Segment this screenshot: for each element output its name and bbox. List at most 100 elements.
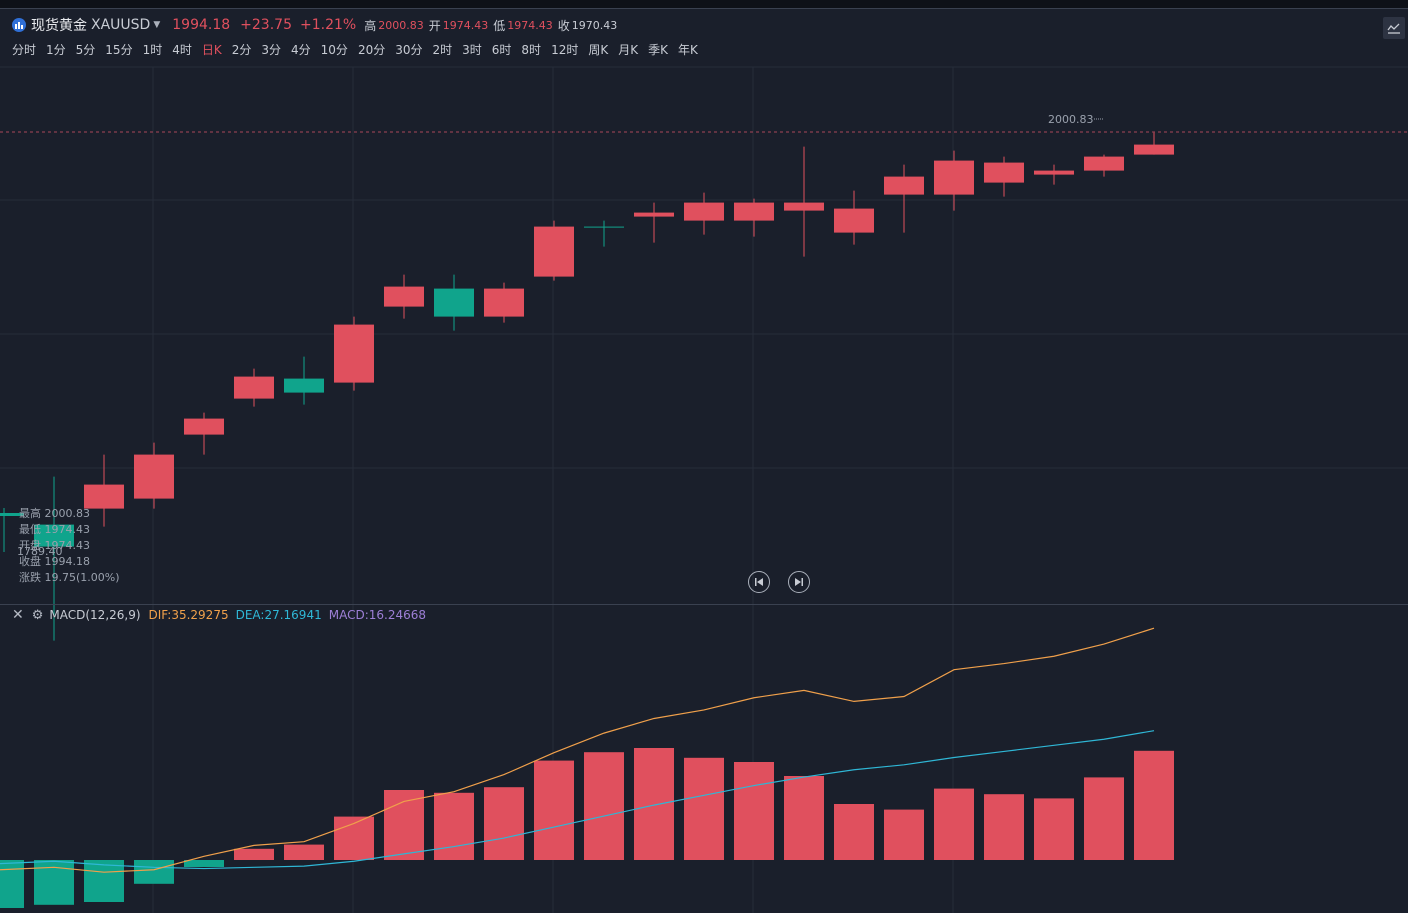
macd-hist-bar [834, 804, 874, 860]
macd-hist-bar [184, 860, 224, 867]
candle-body [234, 376, 274, 399]
close-value: 1970.43 [571, 18, 618, 32]
period-tab[interactable]: 4分 [291, 43, 311, 57]
candle-body [784, 202, 824, 211]
period-tab[interactable]: 3时 [462, 43, 482, 57]
indicator-icon [1387, 23, 1400, 34]
period-tab[interactable]: 2时 [432, 43, 453, 57]
macd-hist-bar [434, 792, 474, 860]
macd-hist-bar [784, 776, 824, 860]
candle-body [1084, 156, 1124, 171]
period-tab[interactable]: 1分 [46, 43, 66, 57]
candle-body [1134, 144, 1174, 155]
period-tab[interactable]: 4时 [172, 43, 192, 57]
candle-body [34, 524, 74, 547]
macd-name: MACD(12,26,9) [49, 608, 141, 622]
period-tab[interactable]: 月K [618, 43, 639, 57]
macd-value: MACD:16.24668 [328, 608, 426, 622]
macd-hist-bar [1084, 777, 1124, 860]
period-tab[interactable]: 年K [677, 43, 698, 57]
gear-icon[interactable]: ⚙ [31, 607, 44, 623]
left-price-label: 1789.40 [17, 545, 63, 558]
dif-line [0, 627, 1155, 873]
skip-back-button[interactable] [748, 571, 770, 593]
candle-body [1034, 170, 1074, 175]
macd-hist-bar [234, 848, 274, 860]
macd-hist-bar [0, 860, 24, 908]
candle-body [434, 288, 474, 317]
indicator-button[interactable] [1383, 17, 1405, 39]
pane-separator [0, 604, 1408, 605]
symbol-code[interactable]: XAUUSD [91, 17, 151, 33]
macd-hist-bar [84, 860, 124, 902]
period-tab[interactable]: 1时 [142, 43, 163, 57]
period-tab[interactable]: 10分 [320, 43, 348, 57]
ohlc-change: 涨跌 19.75(1.00%) [19, 571, 120, 584]
period-tabs: 分时 1分 5分 15分 1时 4时 日K 2分 3分 4分 10分 20分 30分 2时 3时 6时 8时 12… [12, 41, 708, 58]
ohlc-panel: 最高 2000.83 最低 1974.43 开盘 1974.43 收盘 1994… [19, 506, 120, 586]
ohlc-open: 开盘 1974.43 [19, 539, 90, 552]
chart-bars-icon[interactable] [12, 18, 26, 32]
macd-hist-bar [934, 788, 974, 860]
period-tab[interactable]: 20分 [357, 43, 386, 57]
macd-hist-bar [634, 748, 674, 860]
open-value: 1974.43 [442, 18, 489, 32]
candle-body [0, 513, 24, 516]
period-tab[interactable]: 分时 [12, 43, 37, 57]
ohlc-close: 收盘 1994.18 [19, 555, 90, 568]
last-price: 1994.18 [172, 17, 231, 33]
macd-hist-bar [684, 757, 724, 860]
macd-dif: DIF:35.29275 [148, 608, 229, 622]
candle-body [184, 418, 224, 435]
period-tab[interactable]: 日K [201, 43, 222, 57]
low-label: 低 [493, 18, 506, 33]
candle-body [934, 160, 974, 195]
candle-body [334, 324, 374, 383]
close-label: 收 [557, 18, 570, 33]
macd-legend: ✕ ⚙ MACD(12,26,9) DIF:35.29275 DEA:27.16… [12, 607, 426, 623]
low-value: 1974.43 [507, 18, 553, 32]
period-tab[interactable]: 30分 [395, 43, 423, 57]
macd-hist-bar [884, 809, 924, 860]
candle-body [584, 226, 624, 228]
macd-hist-bar [1034, 798, 1074, 860]
high-label: 高 [364, 18, 377, 33]
price-change: +23.75 [240, 17, 292, 33]
high-price-label: 2000.83 [1048, 113, 1094, 126]
high-value: 2000.83 [378, 18, 424, 32]
period-tab[interactable]: 周K [588, 43, 609, 57]
macd-dea: DEA:27.16941 [235, 608, 322, 622]
candle-body [684, 202, 724, 221]
candle-body [384, 286, 424, 307]
period-tab[interactable]: 2分 [231, 43, 252, 57]
candle-body [634, 212, 674, 217]
period-tab[interactable]: 季K [648, 43, 668, 57]
chevron-down-icon[interactable]: ▼ [153, 20, 161, 30]
period-tab[interactable]: 8时 [521, 43, 542, 57]
skip-forward-icon [795, 578, 803, 586]
quote-header: 现货黄金 XAUUSD ▼ 1994.18 +23.75 +1.21% 高 20… [12, 15, 622, 35]
close-icon[interactable]: ✕ [12, 607, 24, 623]
period-tab[interactable]: 5分 [75, 43, 96, 57]
dea-line [0, 730, 1155, 870]
candle-body [484, 288, 524, 317]
candle-body [534, 226, 574, 277]
period-tab[interactable]: 12时 [551, 43, 579, 57]
ohlc-low: 最低 1974.43 [19, 523, 90, 536]
period-tab[interactable]: 15分 [105, 43, 133, 57]
candle-body [734, 202, 774, 221]
candle-body [84, 484, 124, 509]
open-label: 开 [428, 18, 441, 33]
symbol-name[interactable]: 现货黄金 [31, 18, 87, 34]
candle-body [284, 378, 324, 393]
candle-body [834, 208, 874, 233]
price-change-pct: +1.21% [299, 17, 357, 33]
macd-hist-bar [534, 760, 574, 860]
macd-hist-bar [284, 844, 324, 860]
candle-body [884, 176, 924, 195]
skip-forward-button[interactable] [788, 571, 810, 593]
candle-body [984, 162, 1024, 183]
period-tab[interactable]: 6时 [491, 43, 512, 57]
period-tab[interactable]: 3分 [261, 43, 282, 57]
